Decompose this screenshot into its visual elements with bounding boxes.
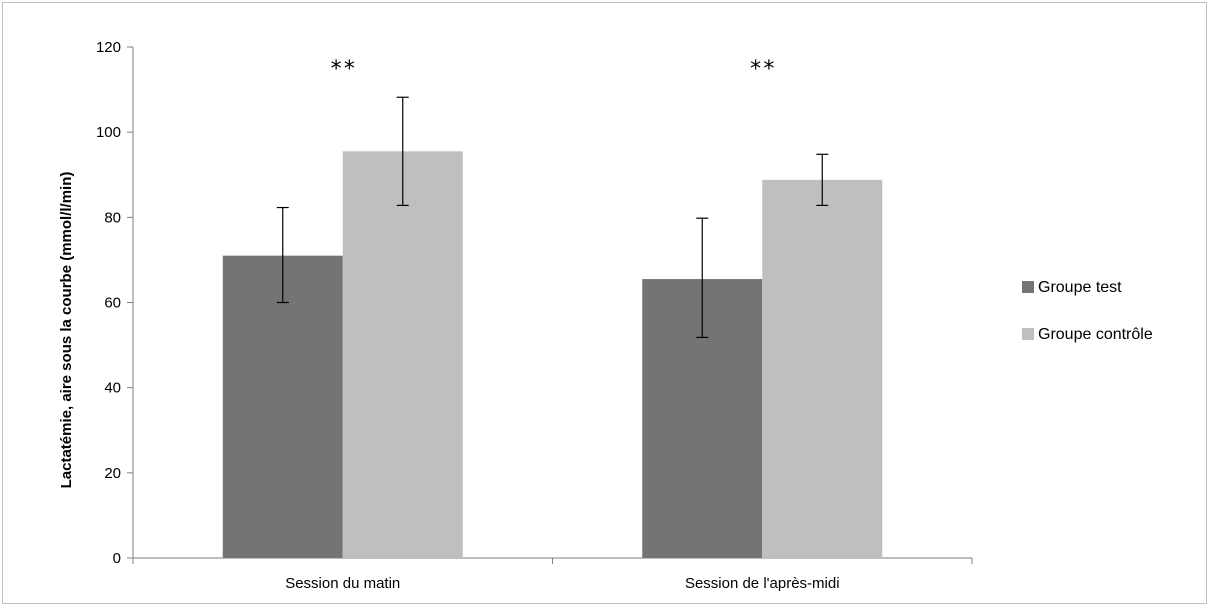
error-bars bbox=[276, 96, 829, 339]
legend-swatch bbox=[1022, 328, 1034, 340]
legend: Groupe test Groupe contrôle bbox=[1022, 279, 1153, 343]
significance-annotations: ** ** bbox=[330, 57, 776, 82]
legend-label: Groupe contrôle bbox=[1038, 326, 1153, 343]
y-tick-label: 20 bbox=[104, 465, 121, 482]
y-tick-label: 80 bbox=[104, 209, 121, 226]
significance-mark: ** bbox=[330, 57, 357, 82]
y-tick-label: 100 bbox=[96, 124, 121, 141]
y-tick-label: 40 bbox=[104, 380, 121, 397]
significance-mark: ** bbox=[749, 57, 776, 82]
legend-label: Groupe test bbox=[1038, 279, 1122, 296]
x-category-label: Session du matin bbox=[285, 575, 400, 592]
x-category-label: Session de l'après-midi bbox=[685, 575, 840, 592]
legend-swatch bbox=[1022, 281, 1034, 293]
y-tick-label: 60 bbox=[104, 295, 121, 312]
bar bbox=[762, 179, 883, 559]
y-tick-label: 0 bbox=[113, 550, 121, 567]
bar bbox=[222, 255, 343, 559]
y-tick-label: 120 bbox=[96, 39, 121, 56]
y-axis-label: Lactatémie, aire sous la courbe (mmol/l/… bbox=[58, 172, 75, 489]
y-axis: 0 20 40 60 80 100 120 bbox=[96, 39, 134, 567]
bars bbox=[222, 151, 883, 559]
bar bbox=[342, 151, 463, 558]
x-axis: Session du matin Session de l'après-midi bbox=[132, 557, 973, 592]
